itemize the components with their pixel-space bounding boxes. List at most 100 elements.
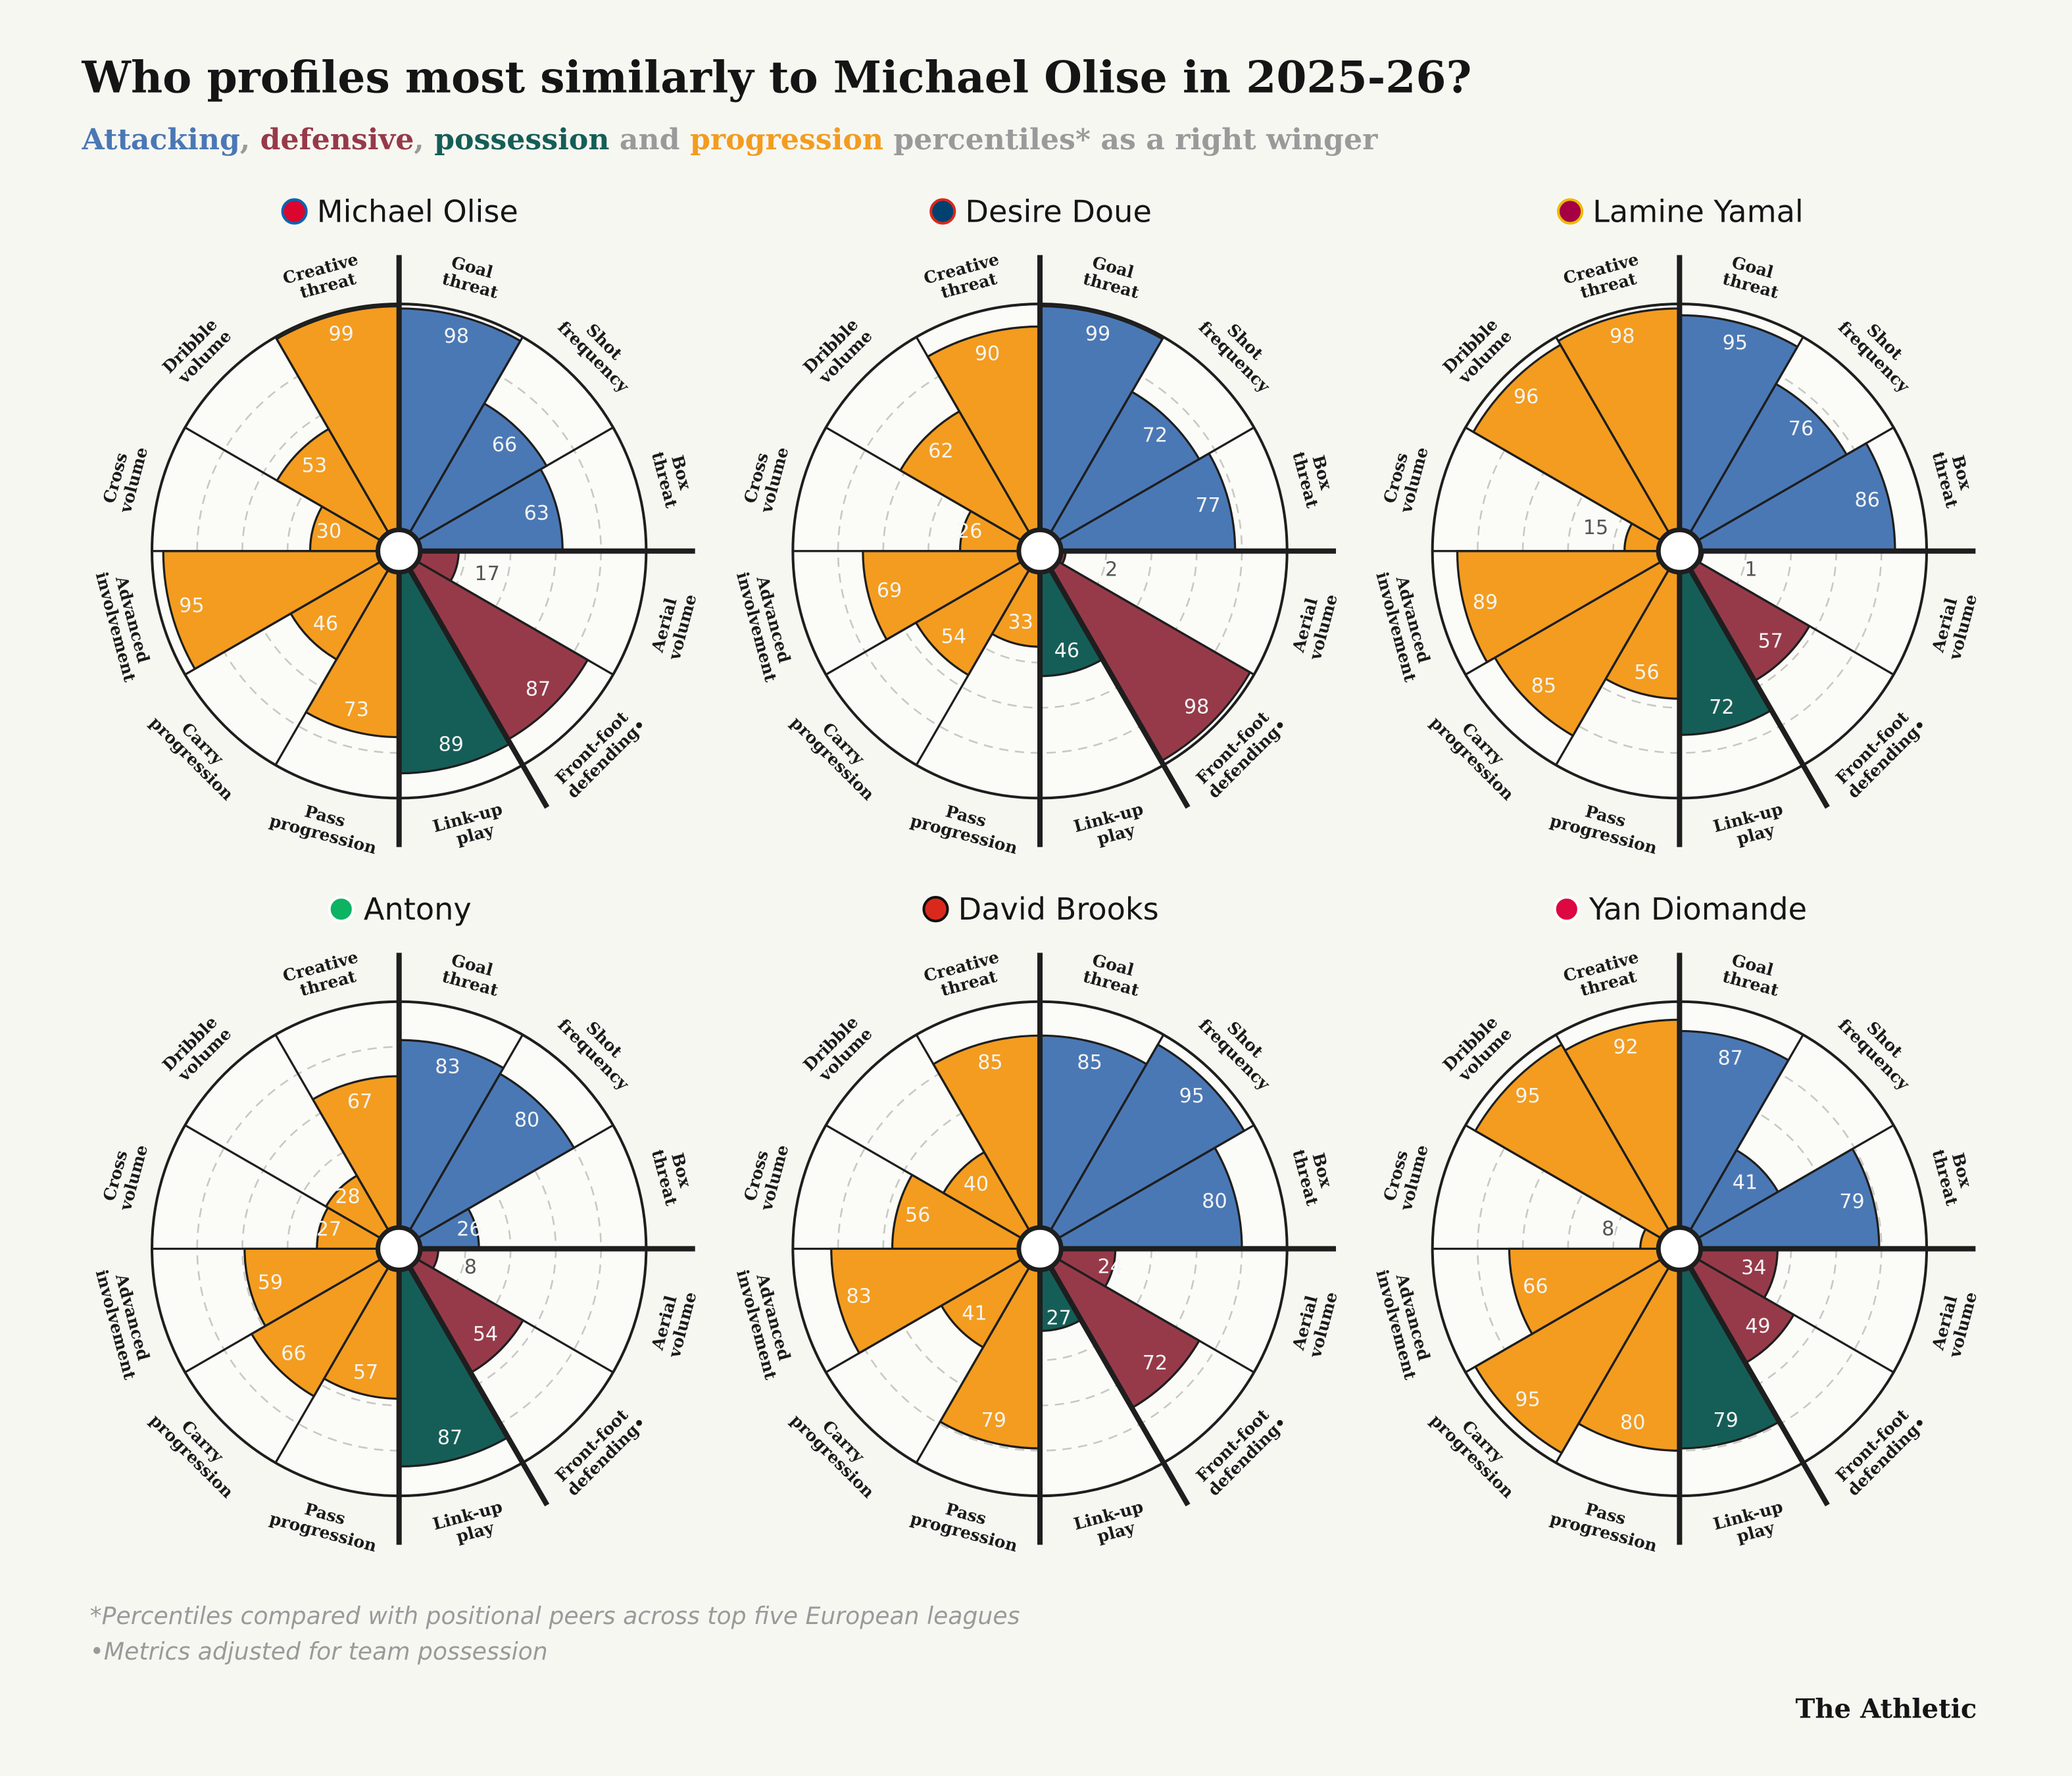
value-label: 99 — [329, 323, 354, 346]
value-label: 80 — [514, 1109, 539, 1132]
value-label: 92 — [1613, 1036, 1638, 1059]
value-label: 79 — [1713, 1409, 1738, 1432]
value-label: 66 — [281, 1342, 306, 1365]
pizza-chart: David Brooks859580247227794183564085Goal… — [733, 891, 1341, 1556]
value-label: 85 — [1077, 1051, 1102, 1074]
value-label: 98 — [1184, 695, 1209, 718]
value-label: 54 — [941, 625, 966, 648]
source: The Athletic — [1795, 1694, 1977, 1725]
value-label: 8 — [1602, 1218, 1614, 1241]
value-label: 41 — [962, 1302, 987, 1325]
value-label: 15 — [1583, 516, 1608, 539]
center-hole — [376, 528, 423, 575]
spoke — [915, 568, 1031, 766]
spoke — [825, 1124, 1022, 1239]
value-label: 80 — [1620, 1411, 1645, 1434]
value-label: 34 — [1741, 1256, 1766, 1279]
spoke — [1697, 1124, 1894, 1239]
value-label: 72 — [1709, 696, 1734, 719]
value-label: 96 — [1514, 385, 1539, 408]
center-hole — [1016, 1225, 1064, 1273]
spoke — [1689, 1034, 1804, 1231]
spoke — [1697, 560, 1894, 676]
value-label: 40 — [964, 1173, 989, 1196]
value-label: 66 — [492, 433, 517, 456]
spoke — [1555, 1266, 1670, 1464]
value-label: 85 — [1531, 675, 1556, 698]
value-label: 8 — [464, 1256, 477, 1279]
spoke — [1697, 426, 1894, 542]
value-label: 24 — [1098, 1256, 1123, 1279]
value-label: 56 — [1634, 661, 1659, 684]
value-label: 41 — [1733, 1171, 1758, 1194]
spoke — [1555, 568, 1670, 766]
subtitle-segment: possession — [434, 123, 609, 157]
subtitle: Attacking, defensive, possession and pro… — [82, 123, 1379, 157]
player-name: Desire Doue — [965, 194, 1151, 230]
value-label: 59 — [258, 1271, 283, 1294]
value-label: 28 — [335, 1185, 360, 1208]
value-label: 46 — [1054, 639, 1079, 662]
value-label: 89 — [1473, 591, 1498, 614]
spoke — [1465, 1258, 1662, 1373]
spoke — [1049, 336, 1165, 533]
spoke — [408, 336, 524, 533]
value-label: 99 — [1085, 323, 1110, 346]
spoke — [1555, 1034, 1670, 1231]
subtitle-segment: Attacking — [82, 123, 240, 157]
value-label: 30 — [316, 520, 341, 543]
value-label: 54 — [473, 1323, 498, 1346]
value-label: 33 — [1008, 611, 1033, 634]
subtitle-segment: defensive — [260, 123, 414, 157]
player-name: David Brooks — [958, 891, 1159, 927]
value-label: 87 — [526, 678, 551, 701]
spoke — [416, 1258, 614, 1373]
spoke — [274, 1034, 390, 1231]
value-label: 86 — [1855, 489, 1880, 512]
value-label: 69 — [877, 580, 902, 603]
value-label: 85 — [977, 1051, 1002, 1074]
value-label: 1 — [1744, 558, 1757, 581]
value-label: 79 — [1839, 1191, 1864, 1214]
spoke — [1465, 560, 1662, 676]
value-label: 79 — [981, 1409, 1006, 1432]
spoke — [1058, 1258, 1255, 1373]
group-separator — [1687, 1266, 1830, 1507]
spoke — [416, 1124, 614, 1239]
center-hole — [376, 1225, 423, 1273]
spoke — [416, 560, 614, 676]
value-label: 83 — [435, 1056, 460, 1079]
value-label: 63 — [524, 502, 549, 525]
value-label: 95 — [1723, 332, 1748, 355]
team-logo — [281, 198, 308, 225]
value-label: 89 — [439, 733, 464, 756]
subtitle-segment: , — [240, 123, 260, 157]
group-separator — [1048, 568, 1191, 809]
team-logo — [922, 896, 949, 923]
spoke — [1697, 1258, 1894, 1373]
subtitle-segment: and — [610, 123, 690, 157]
team-logo — [929, 198, 956, 225]
spoke — [825, 1258, 1022, 1373]
spoke — [1058, 1124, 1255, 1239]
subtitle-segment: , — [414, 123, 434, 157]
value-label: 95 — [1179, 1085, 1204, 1108]
spoke — [184, 1124, 382, 1239]
value-label: 27 — [1046, 1307, 1071, 1330]
team-logo — [1556, 198, 1584, 225]
value-label: 67 — [347, 1091, 372, 1114]
spoke — [825, 426, 1022, 542]
value-label: 26 — [957, 520, 982, 543]
value-label: 90 — [975, 343, 1000, 366]
value-label: 87 — [1718, 1047, 1743, 1070]
center-hole — [1656, 528, 1704, 575]
spoke — [915, 1266, 1031, 1464]
player-name: Antony — [364, 891, 472, 927]
group-separator — [407, 568, 550, 809]
value-label: 95 — [179, 595, 204, 618]
group-separator — [1687, 568, 1830, 809]
value-label: 56 — [905, 1204, 930, 1227]
spoke — [184, 426, 382, 542]
group-separator — [1048, 1266, 1191, 1507]
